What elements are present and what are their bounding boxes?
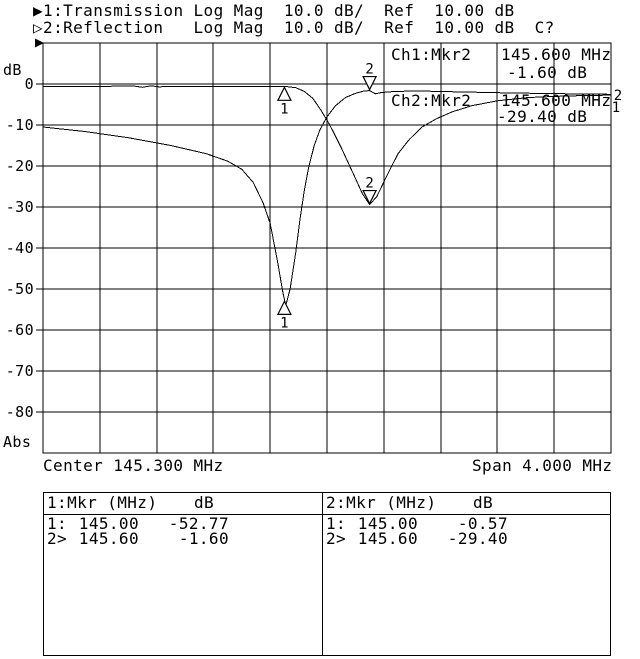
marker-table-ch2-header: 2:Mkr (MHz): [326, 493, 437, 512]
marker-1-ch2-symbol: [276, 85, 292, 101]
ch2-readout-label: Ch2:Mkr2: [391, 91, 472, 110]
marker-table-ch2-unit-header: dB: [473, 493, 494, 512]
marker-table-ch2: 2:Mkr (MHz) dB 1: 145.00 -0.57 2> 145.60 -29.…: [323, 493, 611, 655]
marker-table: 1:Mkr (MHz) dB 1: 145.00 -52.77 2> 145.60 -1.…: [43, 492, 611, 656]
channel-1-settings: ▶1:Transmission Log Mag 10.0 dB/ Ref 10.…: [33, 1, 515, 20]
marker-2-ch2-number: 2: [365, 176, 373, 192]
y-axis-bottom-label: Abs: [3, 433, 31, 451]
y-tick-label: -70: [6, 362, 34, 380]
marker-2-ch1-symbol: [362, 75, 378, 91]
marker-db-cell: -29.40: [447, 529, 508, 548]
marker-2-ch2-symbol: [362, 189, 378, 205]
marker-2-ch1-number: 2: [365, 62, 373, 78]
trace-end-label-2: 2: [614, 88, 622, 104]
y-axis-unit-label: dB: [3, 61, 22, 79]
marker-1-ch2-number: 1: [280, 101, 288, 117]
marker-id-cell: 2>: [47, 529, 68, 548]
marker-1-ch1-symbol: [276, 300, 292, 315]
marker-table-row: 1: 145.00 -52.77: [44, 514, 322, 533]
marker-table-ch1: 1:Mkr (MHz) dB 1: 145.00 -52.77 2> 145.60 -1.…: [44, 493, 323, 655]
marker-1-ch1-number: 1: [280, 315, 288, 331]
marker-db-cell: -1.60: [178, 529, 229, 548]
marker-freq-cell: 145.60: [357, 529, 418, 548]
marker-table-ch1-header: 1:Mkr (MHz): [47, 493, 158, 512]
trace-reflection: [43, 85, 612, 206]
marker-db-cell: -0.57: [457, 514, 508, 533]
y-tick-label: -60: [6, 321, 34, 339]
marker-table-row: 2> 145.60 -29.40: [323, 529, 611, 548]
ch2-readout-frequency: 145.600 MHz: [501, 91, 612, 110]
marker-id-cell: 1:: [326, 514, 347, 533]
span-label: Span 4.000 MHz: [472, 456, 613, 475]
marker-table-ch1-unit-header: dB: [194, 493, 215, 512]
center-frequency-label: Center 145.300 MHz: [43, 456, 224, 475]
ch1-readout-label: Ch1:Mkr2: [391, 45, 472, 64]
y-tick-label: -20: [6, 157, 34, 175]
y-tick-label: -40: [6, 239, 34, 257]
marker-freq-cell: 145.60: [78, 529, 139, 548]
marker-db-cell: -52.77: [168, 514, 229, 533]
marker-id-cell: 1:: [47, 514, 68, 533]
marker-freq-cell: 145.00: [78, 514, 139, 533]
y-tick-label: -10: [6, 116, 34, 134]
ch2-readout-value: -29.40 dB: [497, 107, 588, 126]
y-tick-label: -50: [6, 280, 34, 298]
ref-level-pointer: [35, 38, 44, 48]
marker-table-row: 1: 145.00 -0.57: [323, 514, 611, 533]
ch1-readout-frequency: 145.600 MHz: [501, 45, 612, 64]
channel-2-settings: ▷2:Reflection Log Mag 10.0 dB/ Ref 10.00…: [33, 18, 555, 37]
marker-id-cell: 2>: [326, 529, 347, 548]
marker-table-header-divider: [44, 514, 610, 515]
marker-table-row: 2> 145.60 -1.60: [44, 529, 322, 548]
y-tick-label: -30: [6, 198, 34, 216]
y-tick-label: 0: [25, 75, 34, 93]
trace-transmission: [42, 90, 612, 306]
marker-freq-cell: 145.00: [357, 514, 418, 533]
y-tick-label: -80: [6, 403, 34, 421]
trace-end-label-1: 1: [612, 100, 620, 116]
ch1-readout-value: -1.60 dB: [507, 63, 588, 82]
